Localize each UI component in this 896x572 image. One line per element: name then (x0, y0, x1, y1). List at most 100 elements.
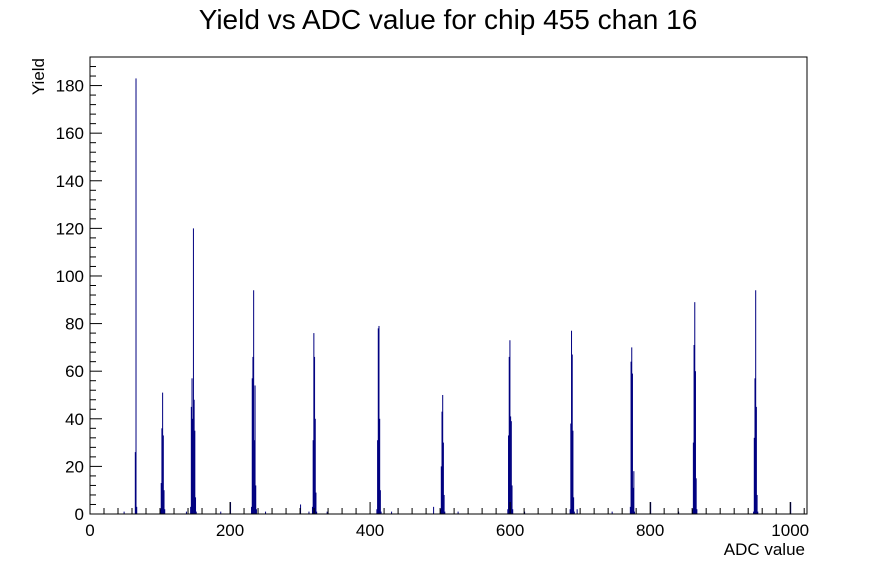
histogram-bar (433, 506, 435, 514)
histogram-bar (629, 506, 631, 514)
histogram-bar (512, 509, 514, 514)
histogram-bar (571, 330, 573, 514)
histogram-bar (692, 509, 694, 514)
histogram-bar (457, 511, 459, 514)
x-axis-title: ADC value (724, 540, 805, 559)
histogram-bar (314, 418, 316, 514)
histogram-bar (508, 356, 510, 514)
histogram-bar (510, 421, 512, 514)
histogram-bar (631, 347, 633, 514)
histogram-bar (255, 485, 257, 514)
histogram-bar (195, 511, 197, 514)
histogram-bar (163, 490, 165, 514)
histogram-bar (162, 435, 164, 514)
histogram-bar (160, 483, 162, 514)
histogram-bar (510, 416, 512, 514)
histogram-bar (790, 502, 792, 514)
histogram-bar (391, 511, 393, 514)
plot-frame (89, 56, 808, 515)
histogram-bar (326, 511, 328, 514)
histogram-bar (193, 399, 195, 514)
histogram-bar (441, 411, 443, 514)
histogram-bar (190, 506, 192, 514)
histogram-bar (511, 485, 513, 514)
histogram-bar (251, 378, 253, 514)
histogram-bar (754, 378, 756, 514)
y-tick-label: 160 (56, 124, 84, 143)
histogram-bar (693, 345, 695, 514)
histogram-bar (440, 509, 442, 514)
histogram-bar (195, 497, 197, 514)
histogram-bar (753, 437, 755, 514)
histogram-bar (160, 509, 162, 514)
histogram-bar (123, 511, 125, 514)
histogram-bar (611, 511, 613, 514)
histogram-bar (440, 466, 442, 514)
histogram-bar (253, 290, 255, 514)
histogram-bars (123, 78, 792, 515)
histogram-bar (442, 394, 444, 514)
histogram-bar (253, 440, 255, 514)
histogram-bar (314, 356, 316, 514)
histogram-bar (757, 511, 759, 514)
histogram-bar (136, 506, 138, 514)
histogram-bar (316, 511, 318, 514)
histogram-bar (315, 492, 317, 514)
histogram-bar (300, 504, 302, 514)
y-axis-ticks: 0 20 40 60 80 100 120 140 160 180 (56, 56, 102, 524)
histogram-bar (694, 302, 696, 514)
histogram-bar (185, 511, 187, 514)
histogram-bar (443, 494, 445, 514)
histogram-bar (630, 361, 632, 514)
histogram-bar (509, 340, 511, 514)
histogram-bar (756, 494, 758, 514)
x-axis-ticks: 0 200 400 600 800 1000 (85, 502, 809, 540)
histogram-bar (377, 328, 379, 514)
histogram-bar (694, 371, 696, 514)
histogram-bar (379, 490, 381, 514)
histogram-bar (308, 511, 310, 514)
histogram-bar (376, 509, 378, 514)
histogram-bar (312, 440, 314, 514)
y-tick-label: 0 (75, 505, 84, 524)
x-tick-label: 0 (85, 521, 94, 540)
histogram-bar (379, 418, 381, 514)
y-tick-label: 180 (56, 77, 84, 96)
histogram-bar (631, 373, 633, 514)
histogram-bar (255, 509, 257, 514)
histogram-bar (192, 418, 194, 514)
histogram-bar (252, 356, 254, 514)
histogram-bar (576, 509, 578, 514)
histogram-bar (508, 435, 510, 514)
y-tick-label: 20 (65, 457, 84, 476)
histogram-bar (191, 378, 193, 514)
x-tick-label: 200 (216, 521, 244, 540)
histogram-bar (194, 430, 196, 514)
histogram-bar (755, 406, 757, 514)
histogram-bar (571, 354, 573, 514)
histogram-bar (190, 406, 192, 514)
histogram-bar (692, 442, 694, 514)
y-tick-label: 120 (56, 219, 84, 238)
histogram-bar (573, 511, 575, 514)
x-tick-label: 400 (356, 521, 384, 540)
y-tick-label: 40 (65, 410, 84, 429)
histogram-bar (230, 502, 232, 514)
histogram-bar (311, 506, 313, 514)
chart-title: Yield vs ADC value for chip 455 chan 16 (198, 4, 698, 35)
histogram-bar (753, 511, 755, 514)
histogram-bar (572, 430, 574, 514)
y-tick-label: 100 (56, 267, 84, 286)
histogram-bar (265, 511, 267, 514)
histogram-bar (650, 502, 652, 514)
histogram-bar (164, 509, 166, 514)
histogram-bar (442, 442, 444, 514)
histogram-bar (162, 392, 164, 514)
histogram-bar (573, 497, 575, 514)
y-axis-title: Yield (29, 58, 48, 95)
histogram-bar (135, 78, 137, 515)
histogram-bar (192, 228, 194, 515)
histogram-bar (633, 471, 635, 514)
x-tick-label: 600 (496, 521, 524, 540)
